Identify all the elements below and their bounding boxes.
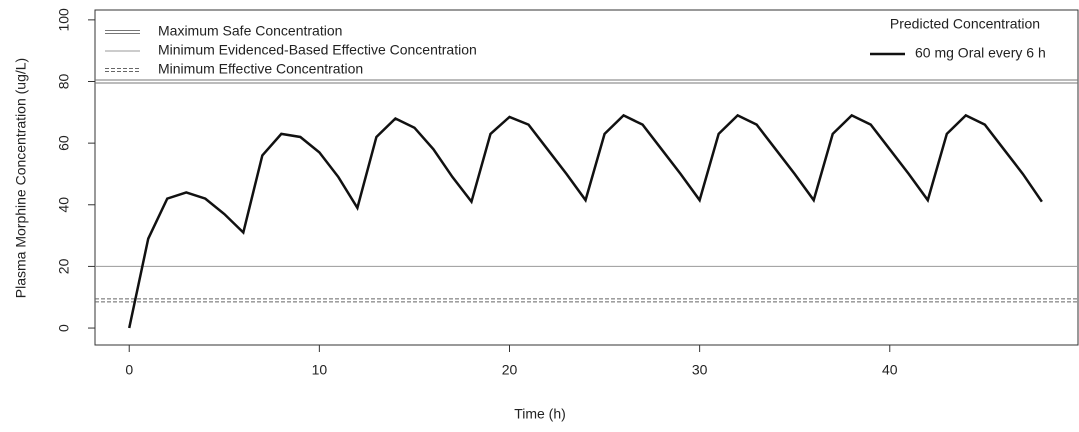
y-tick-label: 60 xyxy=(56,135,72,151)
plot-frame xyxy=(94,9,1079,346)
legend-label: Minimum Evidenced-Based Effective Concen… xyxy=(158,42,477,58)
legend-label: 60 mg Oral every 6 h xyxy=(915,45,1046,61)
y-axis-label: Plasma Morphine Concentration (ug/L) xyxy=(13,58,29,298)
data-line xyxy=(128,113,1043,329)
x-tick-label: 30 xyxy=(692,362,708,378)
legend-label: Minimum Effective Concentration xyxy=(158,61,363,77)
x-tick-label: 0 xyxy=(125,362,133,378)
x-tick-label: 20 xyxy=(502,362,518,378)
y-tick-label: 80 xyxy=(56,74,72,90)
x-tick-label: 10 xyxy=(312,362,328,378)
y-tick-label: 20 xyxy=(56,258,72,274)
y-tick-label: 100 xyxy=(56,8,72,32)
x-axis-label: Time (h) xyxy=(514,406,566,422)
y-tick-label: 40 xyxy=(56,197,72,213)
x-tick-label: 40 xyxy=(882,362,898,378)
legend-label: Maximum Safe Concentration xyxy=(158,23,342,39)
y-tick-label: 0 xyxy=(56,324,72,332)
legend-title: Predicted Concentration xyxy=(890,16,1040,32)
